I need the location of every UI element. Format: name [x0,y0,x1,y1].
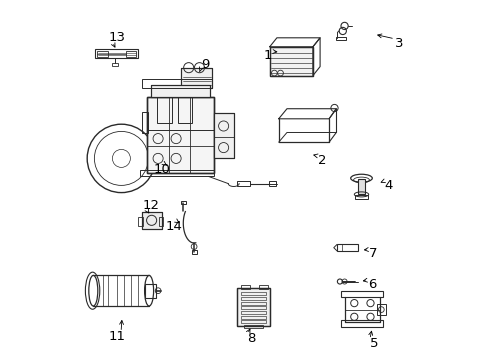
Bar [237,181,249,186]
Bar [241,311,265,314]
Bar [241,297,265,300]
Bar [244,325,262,328]
Bar [181,68,212,88]
Bar [181,68,212,88]
Bar [237,288,269,326]
Bar [258,285,267,289]
Bar [213,113,233,158]
Text: 7: 7 [368,247,377,260]
Bar [340,320,383,327]
Circle shape [337,279,342,284]
Text: 8: 8 [247,332,255,345]
Bar [241,285,249,289]
Bar [376,304,385,315]
Bar [355,195,367,199]
Bar [358,179,364,194]
Text: 9: 9 [200,58,209,71]
Bar [186,93,204,97]
Text: 6: 6 [367,278,376,291]
Bar [140,170,213,176]
Bar [336,244,357,251]
Bar [241,316,265,319]
Bar [178,97,192,123]
Text: 12: 12 [142,199,159,212]
Text: 13: 13 [108,31,125,44]
Text: 3: 3 [394,37,403,50]
Bar [97,51,107,57]
Bar [142,79,212,88]
Bar [335,37,346,40]
Bar [147,97,213,173]
Text: 1: 1 [263,49,272,62]
Bar [142,212,162,229]
Bar [151,85,210,97]
Text: 5: 5 [369,337,378,350]
Bar [213,113,233,158]
Bar [147,97,213,173]
Text: 14: 14 [165,220,183,233]
Bar [191,250,197,254]
Bar [237,288,269,326]
Bar [138,217,142,226]
Bar [268,181,276,186]
Bar [144,284,155,298]
Bar [269,47,312,76]
Bar [112,63,118,66]
Bar [340,291,383,297]
Bar [151,85,210,97]
Bar [241,302,265,305]
Bar [95,49,138,58]
Bar [125,51,136,57]
Bar [241,292,265,295]
Bar [241,306,265,309]
Bar [159,217,163,226]
Bar [241,320,265,323]
Text: 10: 10 [153,163,170,176]
Bar [157,97,171,123]
Bar [269,47,312,76]
Bar [181,201,185,204]
Bar [142,112,148,133]
Text: 4: 4 [384,179,392,192]
Text: 2: 2 [317,154,325,167]
Bar [142,212,162,229]
Text: 11: 11 [108,330,125,343]
